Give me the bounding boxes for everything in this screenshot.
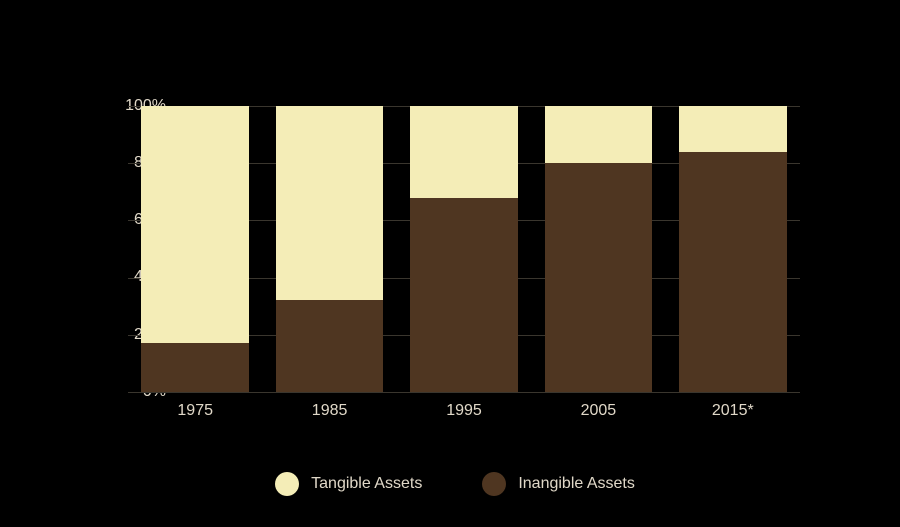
legend-label: Inangible Assets: [518, 475, 635, 493]
tangible-assets-segment: [276, 106, 384, 300]
tangible-assets-segment: [545, 106, 653, 163]
inangible-assets-segment: [410, 198, 518, 392]
x-tick-label: 1985: [312, 402, 348, 420]
bar: [679, 106, 787, 392]
plot-area: [128, 106, 800, 392]
gridline: [128, 392, 800, 393]
bar-column: [666, 106, 800, 392]
legend: Tangible Assets Inangible Assets: [60, 472, 850, 496]
legend-label: Tangible Assets: [311, 475, 422, 493]
legend-item-tangible: Tangible Assets: [275, 472, 422, 496]
x-tick-label: 2005: [581, 402, 617, 420]
legend-swatch: [482, 472, 506, 496]
inangible-assets-segment: [276, 300, 384, 392]
inangible-assets-segment: [545, 163, 653, 392]
inangible-assets-segment: [679, 152, 787, 392]
bar: [276, 106, 384, 392]
asset-composition-chart: 100% 80% 60% 40% 20% 0% 1975198519952005…: [60, 40, 850, 520]
tangible-assets-segment: [141, 106, 249, 343]
bars-container: [128, 106, 800, 392]
bar-column: [128, 106, 262, 392]
bar: [141, 106, 249, 392]
legend-item-intangible: Inangible Assets: [482, 472, 635, 496]
x-tick-label: 1995: [446, 402, 482, 420]
x-tick-label: 2015*: [712, 402, 754, 420]
inangible-assets-segment: [141, 343, 249, 392]
legend-swatch: [275, 472, 299, 496]
bar-column: [531, 106, 665, 392]
tangible-assets-segment: [679, 106, 787, 152]
x-tick-label: 1975: [177, 402, 213, 420]
bar-column: [397, 106, 531, 392]
bar: [410, 106, 518, 392]
tangible-assets-segment: [410, 106, 518, 198]
bar: [545, 106, 653, 392]
bar-column: [262, 106, 396, 392]
